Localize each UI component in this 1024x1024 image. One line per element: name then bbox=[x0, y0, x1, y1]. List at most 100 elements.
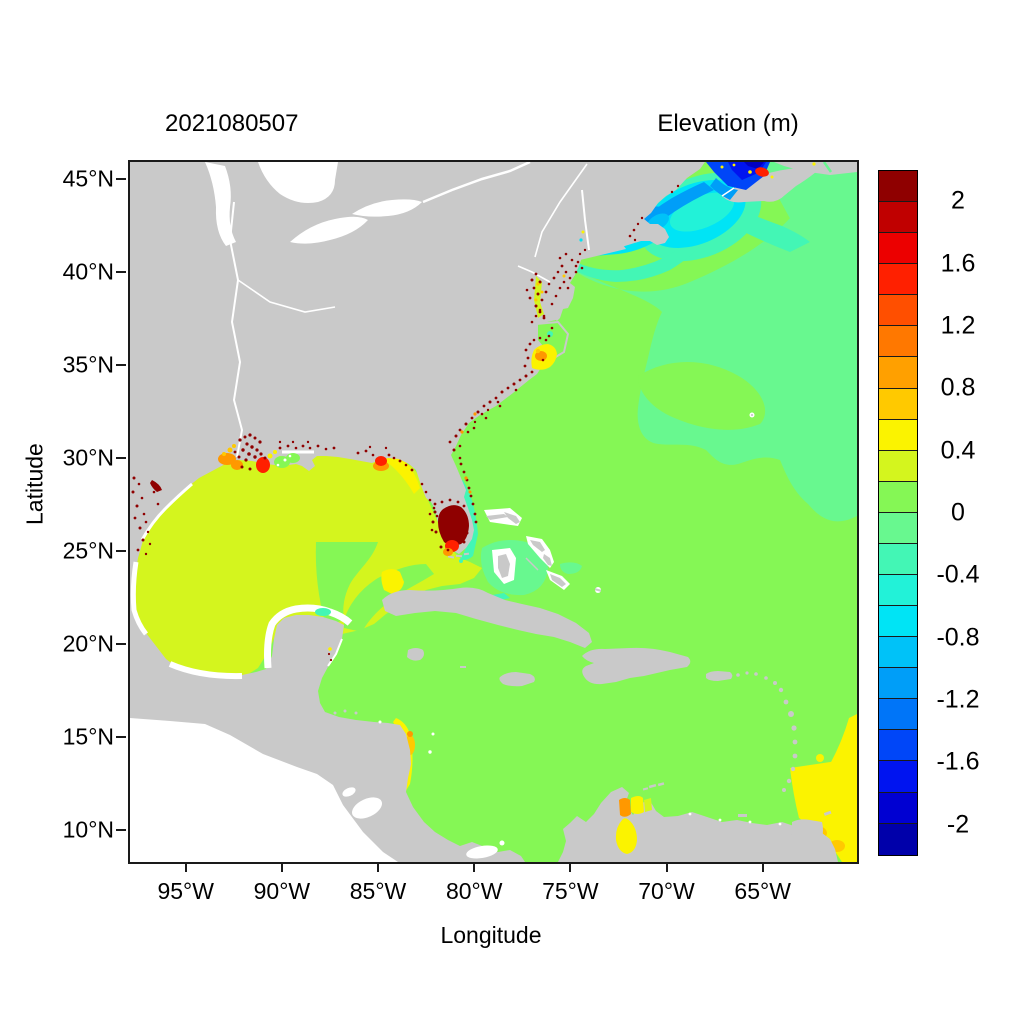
misc-speckles bbox=[328, 163, 782, 846]
colorbar-cell bbox=[879, 357, 917, 389]
margarita bbox=[738, 814, 747, 817]
y-tick-mark bbox=[116, 829, 126, 832]
colorbar-tick-label: 1.2 bbox=[940, 311, 976, 340]
colorbar-cell bbox=[879, 823, 917, 855]
st-lawrence-river bbox=[422, 162, 531, 204]
susquehanna-river bbox=[534, 163, 588, 258]
y-tick-label: 45°N bbox=[62, 165, 114, 192]
ocean-anomaly-patches bbox=[130, 162, 857, 862]
colorbar-cell bbox=[879, 419, 917, 451]
y-tick-label: 25°N bbox=[62, 537, 114, 564]
colorbar-tick-label: -0.8 bbox=[936, 623, 980, 652]
x-tick-label: 90°W bbox=[253, 878, 311, 904]
bay-of-fundy bbox=[706, 162, 833, 200]
y-tick-label: 20°N bbox=[62, 630, 114, 657]
colorbar-cell bbox=[879, 326, 917, 358]
mississippi-river bbox=[228, 201, 244, 458]
small-islands bbox=[331, 412, 832, 853]
colorbar-cell bbox=[879, 606, 917, 638]
hispaniola bbox=[582, 647, 691, 685]
lake-managua bbox=[342, 787, 356, 797]
gulf-of-venezuela-spot bbox=[619, 798, 631, 817]
maroon-speckles bbox=[131, 184, 680, 662]
colorbar-cell bbox=[879, 388, 917, 420]
puerto-rico bbox=[706, 671, 733, 681]
coastal-hotspots bbox=[218, 344, 557, 556]
colorbar-title: Elevation (m) bbox=[657, 110, 799, 137]
colorbar-tick-label: -1.2 bbox=[936, 685, 980, 714]
x-tick-label: 75°W bbox=[542, 878, 599, 904]
lake-ontario bbox=[352, 199, 422, 217]
plot-title-date: 2021080507 bbox=[165, 110, 299, 137]
colorbar-cell bbox=[879, 481, 917, 513]
y-tick-mark bbox=[116, 643, 126, 646]
x-tick-mark bbox=[761, 862, 764, 872]
yucatan-ne-patch bbox=[315, 608, 331, 616]
y-tick-label: 30°N bbox=[62, 444, 114, 471]
y-tick-label: 10°N bbox=[62, 816, 114, 843]
cozumel bbox=[331, 630, 335, 636]
chesapeake-strip bbox=[534, 276, 544, 318]
colorbar-cell bbox=[879, 668, 917, 700]
x-tick-label: 80°W bbox=[445, 878, 503, 904]
colorbar-cell bbox=[879, 792, 917, 824]
x-tick-mark bbox=[280, 862, 283, 872]
y-tick-mark bbox=[116, 456, 126, 459]
x-tick-label: 95°W bbox=[157, 878, 214, 904]
colorbar-cell bbox=[879, 264, 917, 296]
lake-erie bbox=[290, 216, 368, 244]
outer-banks-barrier bbox=[535, 320, 570, 359]
lesser-antilles bbox=[736, 671, 798, 792]
colorbar-cell bbox=[879, 233, 917, 265]
colorbar-cell bbox=[879, 450, 917, 482]
north-america bbox=[130, 162, 705, 862]
colorbar-cell bbox=[879, 512, 917, 544]
map-canvas bbox=[130, 162, 857, 862]
tobago bbox=[823, 810, 832, 816]
jamaica bbox=[499, 672, 535, 687]
colorbar-tick-label: 1.6 bbox=[940, 249, 976, 278]
lake-huron bbox=[258, 162, 338, 203]
x-tick-label: 85°W bbox=[349, 878, 407, 904]
y-tick-mark bbox=[116, 736, 126, 739]
colorbar-tick-label: 0 bbox=[951, 498, 965, 527]
maritimes-top-strip bbox=[774, 162, 857, 175]
florida-keys bbox=[447, 552, 470, 563]
northumberland-strait bbox=[822, 162, 833, 173]
potomac-river bbox=[517, 265, 551, 283]
trinidad bbox=[791, 819, 824, 853]
x-tick-mark bbox=[473, 862, 476, 872]
bahamas bbox=[484, 508, 602, 593]
grand-cayman bbox=[460, 666, 466, 668]
colorbar-cell bbox=[879, 202, 917, 234]
y-tick-mark bbox=[116, 549, 126, 552]
y-tick-label: 15°N bbox=[62, 723, 114, 750]
colorbar-tick-label: -0.4 bbox=[936, 560, 980, 589]
isle-of-youth bbox=[407, 648, 424, 661]
y-tick-label: 35°N bbox=[62, 351, 114, 378]
colorbar-cell bbox=[879, 761, 917, 793]
colorbar-cell bbox=[879, 575, 917, 607]
lake-michigan bbox=[205, 162, 236, 246]
colorbar bbox=[878, 170, 918, 856]
x-tick-mark bbox=[569, 862, 572, 872]
fundy-head-red-spot bbox=[755, 167, 769, 177]
cuba bbox=[382, 587, 592, 648]
colorbar-cell bbox=[879, 295, 917, 327]
y-tick-mark bbox=[116, 363, 126, 366]
ohio-river bbox=[237, 279, 336, 313]
lake-nicaragua bbox=[352, 797, 382, 819]
y-tick-mark bbox=[116, 270, 126, 273]
y-axis-title: Latitude bbox=[21, 443, 48, 525]
y-tick-label: 40°N bbox=[62, 258, 114, 285]
pacific-no-data bbox=[130, 718, 398, 862]
atrato-lagoon bbox=[466, 845, 498, 859]
x-tick-mark bbox=[184, 862, 187, 872]
x-axis-title: Longitude bbox=[440, 922, 542, 948]
long-island bbox=[578, 245, 626, 260]
colorbar-cell bbox=[879, 699, 917, 731]
colorbar-cell bbox=[879, 543, 917, 576]
inland-water bbox=[534, 276, 652, 854]
x-tick-label: 70°W bbox=[638, 878, 695, 904]
